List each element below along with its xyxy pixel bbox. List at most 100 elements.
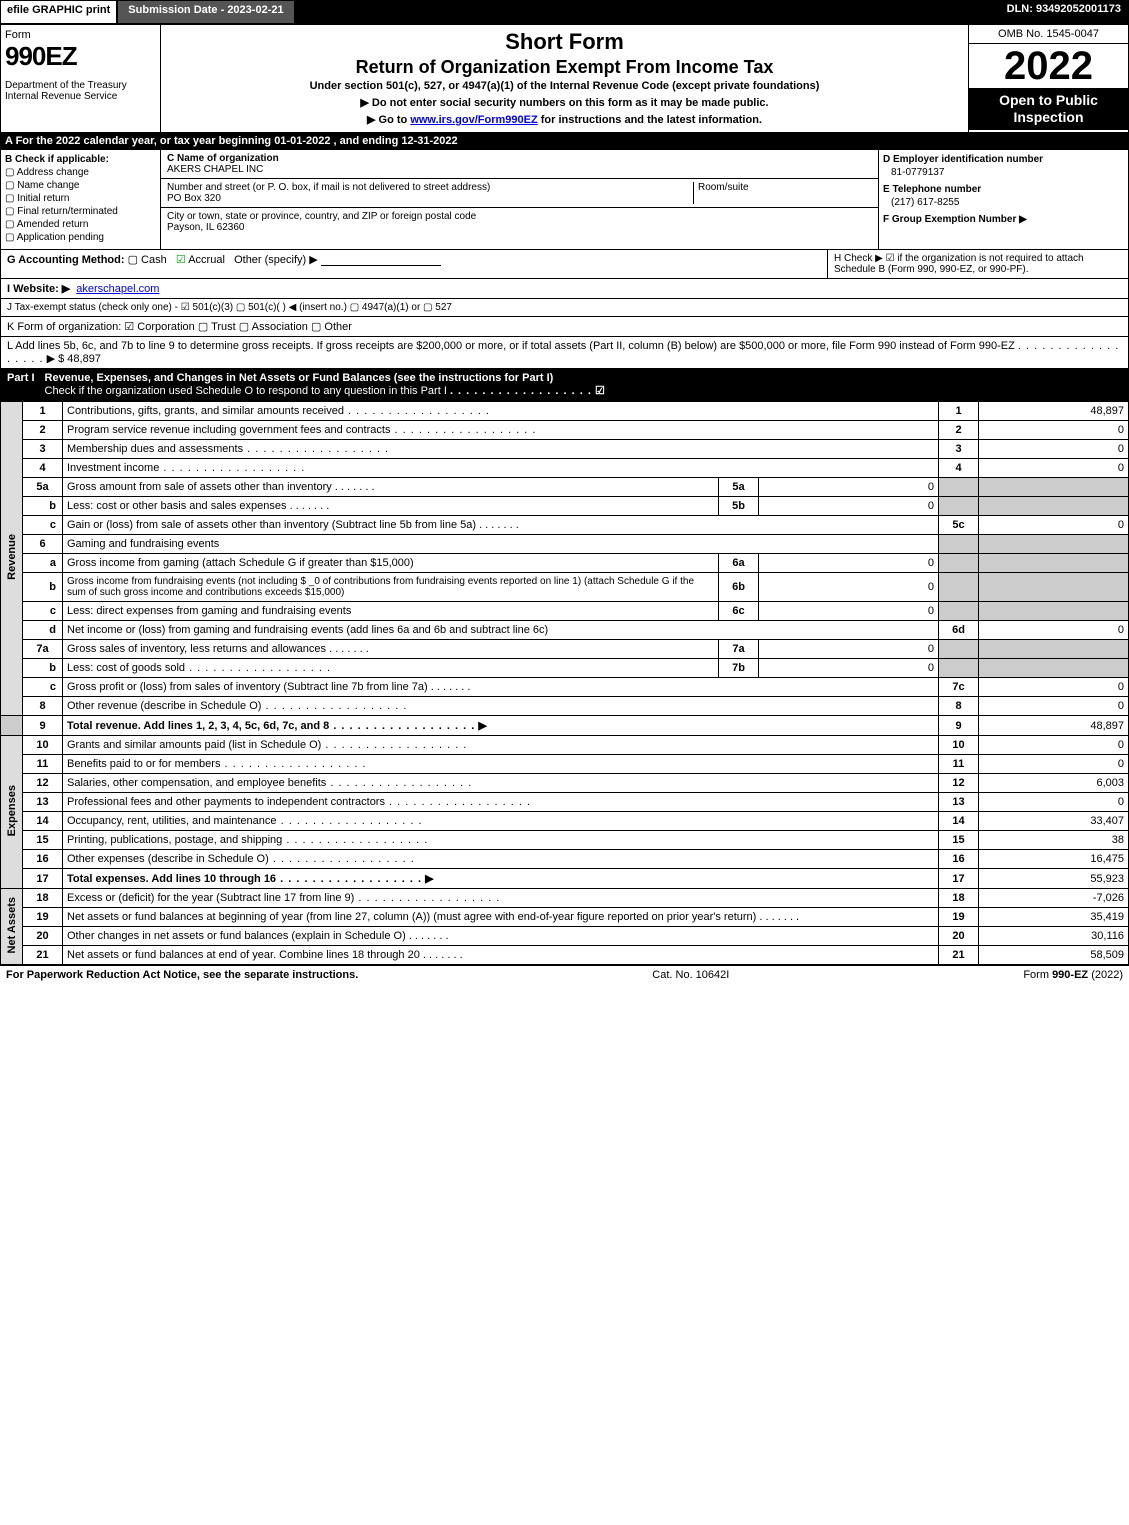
g-other-blank[interactable] xyxy=(321,254,441,266)
chk-name-change[interactable]: Name change xyxy=(5,180,156,191)
l5b-sn: 5b xyxy=(719,497,759,516)
title-return: Return of Organization Exempt From Incom… xyxy=(167,57,962,78)
city-label: City or town, state or province, country… xyxy=(167,211,476,222)
l17-num: 17 xyxy=(23,869,63,889)
chk-cash[interactable]: Cash xyxy=(128,254,167,266)
efile-print-button[interactable]: efile GRAPHIC print xyxy=(0,0,117,24)
l15-num: 15 xyxy=(23,831,63,850)
line-8: 8 Other revenue (describe in Schedule O)… xyxy=(1,697,1129,716)
l11-col: 11 xyxy=(939,755,979,774)
form-label: Form xyxy=(5,29,156,41)
l5a-shade2 xyxy=(979,478,1129,497)
chk-app-pending[interactable]: Application pending xyxy=(5,232,156,243)
l5c-amt: 0 xyxy=(979,516,1129,535)
part1-dots xyxy=(450,385,592,397)
l17-desc: Total expenses. Add lines 10 through 16 xyxy=(67,873,276,885)
line-1: Revenue 1 Contributions, gifts, grants, … xyxy=(1,402,1129,421)
irs-link[interactable]: www.irs.gov/Form990EZ xyxy=(410,114,537,126)
line-21: 21 Net assets or fund balances at end of… xyxy=(1,946,1129,965)
l7b-desc: Less: cost of goods sold xyxy=(67,662,185,674)
part1-checkbox[interactable]: ☑ xyxy=(595,385,605,397)
l6a-num: a xyxy=(23,554,63,573)
row-i: I Website: ▶ akerschapel.com xyxy=(0,279,1129,299)
l20-col: 20 xyxy=(939,927,979,946)
line-5c: c Gain or (loss) from sale of assets oth… xyxy=(1,516,1129,535)
l5c-col: 5c xyxy=(939,516,979,535)
instr-link: ▶ Go to www.irs.gov/Form990EZ for instru… xyxy=(167,113,962,126)
l2-col: 2 xyxy=(939,421,979,440)
l10-amt: 0 xyxy=(979,736,1129,755)
l7b-num: b xyxy=(23,659,63,678)
l7c-col: 7c xyxy=(939,678,979,697)
l12-amt: 6,003 xyxy=(979,774,1129,793)
l-amount: 48,897 xyxy=(67,353,101,365)
l21-col: 21 xyxy=(939,946,979,965)
col-c-org: C Name of organization AKERS CHAPEL INC … xyxy=(161,150,878,249)
line-6d: d Net income or (loss) from gaming and f… xyxy=(1,621,1129,640)
header-right: OMB No. 1545-0047 2022 Open to Public In… xyxy=(968,25,1128,132)
line-16: 16 Other expenses (describe in Schedule … xyxy=(1,850,1129,869)
l6a-sv: 0 xyxy=(759,554,939,573)
c-name-label: C Name of organization xyxy=(167,153,279,164)
chk-final-return[interactable]: Final return/terminated xyxy=(5,206,156,217)
line-6c: c Less: direct expenses from gaming and … xyxy=(1,602,1129,621)
l1-col: 1 xyxy=(939,402,979,421)
chk-accrual[interactable]: Accrual xyxy=(176,254,225,266)
l7a-num: 7a xyxy=(23,640,63,659)
l7c-desc: Gross profit or (loss) from sales of inv… xyxy=(67,681,428,693)
l4-amt: 0 xyxy=(979,459,1129,478)
row-h: H Check ▶ ☑ if the organization is not r… xyxy=(828,250,1128,278)
l4-desc: Investment income xyxy=(67,462,159,474)
l8-num: 8 xyxy=(23,697,63,716)
l11-amt: 0 xyxy=(979,755,1129,774)
line-15: 15 Printing, publications, postage, and … xyxy=(1,831,1129,850)
l8-desc: Other revenue (describe in Schedule O) xyxy=(67,700,261,712)
netassets-vlabel: Net Assets xyxy=(1,889,23,965)
l15-desc: Printing, publications, postage, and shi… xyxy=(67,834,282,846)
l5b-sv: 0 xyxy=(759,497,939,516)
part1-check-text: Check if the organization used Schedule … xyxy=(45,385,447,397)
website-link[interactable]: akerschapel.com xyxy=(76,283,159,295)
topbar: efile GRAPHIC print Submission Date - 20… xyxy=(0,0,1129,24)
l7b-sv: 0 xyxy=(759,659,939,678)
l14-amt: 33,407 xyxy=(979,812,1129,831)
line-12: 12 Salaries, other compensation, and emp… xyxy=(1,774,1129,793)
line-4: 4 Investment income 4 0 xyxy=(1,459,1129,478)
l18-col: 18 xyxy=(939,889,979,908)
l13-desc: Professional fees and other payments to … xyxy=(67,796,385,808)
l16-num: 16 xyxy=(23,850,63,869)
l6b-sn: 6b xyxy=(719,573,759,602)
chk-address-change[interactable]: Address change xyxy=(5,167,156,178)
l21-num: 21 xyxy=(23,946,63,965)
line-5b: b Less: cost or other basis and sales ex… xyxy=(1,497,1129,516)
section-bcdef: B Check if applicable: Address change Na… xyxy=(0,150,1129,250)
street-label: Number and street (or P. O. box, if mail… xyxy=(167,182,490,193)
l3-desc: Membership dues and assessments xyxy=(67,443,243,455)
l4-col: 4 xyxy=(939,459,979,478)
part1-title: Revenue, Expenses, and Changes in Net As… xyxy=(45,372,554,384)
l3-amt: 0 xyxy=(979,440,1129,459)
l12-col: 12 xyxy=(939,774,979,793)
l5a-desc: Gross amount from sale of assets other t… xyxy=(67,481,332,493)
l12-desc: Salaries, other compensation, and employ… xyxy=(67,777,326,789)
l6d-col: 6d xyxy=(939,621,979,640)
grp-label: F Group Exemption Number ▶ xyxy=(883,214,1124,225)
l19-num: 19 xyxy=(23,908,63,927)
l6d-num: d xyxy=(23,621,63,640)
l4-num: 4 xyxy=(23,459,63,478)
line-9: 9 Total revenue. Add lines 1, 2, 3, 4, 5… xyxy=(1,716,1129,736)
l6c-sv: 0 xyxy=(759,602,939,621)
ein-label: D Employer identification number xyxy=(883,154,1124,165)
col-def: D Employer identification number 81-0779… xyxy=(878,150,1128,249)
l20-desc: Other changes in net assets or fund bala… xyxy=(67,930,406,942)
l-arrow: ▶ $ xyxy=(47,353,65,365)
chk-initial-return[interactable]: Initial return xyxy=(5,193,156,204)
l14-col: 14 xyxy=(939,812,979,831)
line-7b: b Less: cost of goods sold 7b 0 xyxy=(1,659,1129,678)
l18-desc: Excess or (deficit) for the year (Subtra… xyxy=(67,892,354,904)
l14-desc: Occupancy, rent, utilities, and maintena… xyxy=(67,815,277,827)
l16-desc: Other expenses (describe in Schedule O) xyxy=(67,853,269,865)
l19-desc: Net assets or fund balances at beginning… xyxy=(67,911,756,923)
title-short-form: Short Form xyxy=(167,29,962,55)
chk-amended-return[interactable]: Amended return xyxy=(5,219,156,230)
